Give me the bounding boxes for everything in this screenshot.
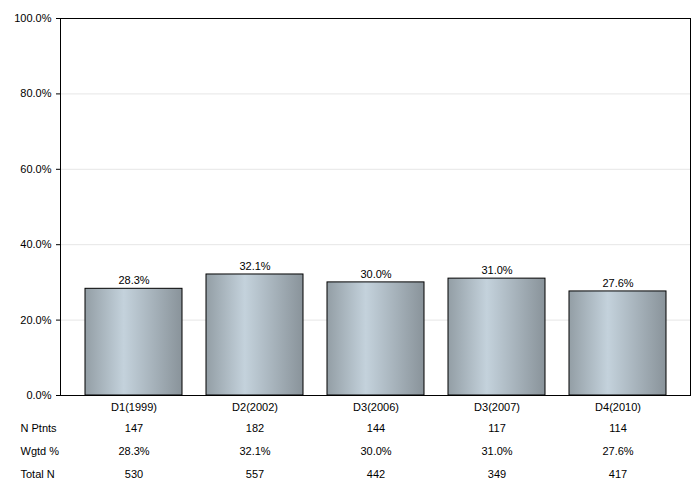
svg-text:530: 530: [125, 468, 143, 480]
svg-text:144: 144: [367, 422, 385, 434]
svg-text:117: 117: [488, 422, 506, 434]
svg-text:557: 557: [246, 468, 264, 480]
svg-text:31.0%: 31.0%: [481, 264, 512, 276]
svg-text:D3(2007): D3(2007): [474, 401, 520, 413]
svg-text:60.0%: 60.0%: [20, 163, 51, 175]
svg-text:30.0%: 30.0%: [360, 268, 391, 280]
svg-text:27.6%: 27.6%: [602, 277, 633, 289]
svg-text:349: 349: [488, 468, 506, 480]
svg-text:20.0%: 20.0%: [20, 314, 51, 326]
svg-text:442: 442: [367, 468, 385, 480]
svg-text:80.0%: 80.0%: [20, 87, 51, 99]
svg-text:N Ptnts: N Ptnts: [21, 422, 58, 434]
svg-text:40.0%: 40.0%: [20, 238, 51, 250]
svg-text:100.0%: 100.0%: [14, 12, 52, 24]
svg-text:28.3%: 28.3%: [118, 445, 149, 457]
svg-text:31.0%: 31.0%: [481, 445, 512, 457]
svg-text:D1(1999): D1(1999): [111, 401, 157, 413]
svg-text:417: 417: [609, 468, 627, 480]
svg-text:32.1%: 32.1%: [239, 260, 270, 272]
svg-text:30.0%: 30.0%: [360, 445, 391, 457]
svg-text:D3(2006): D3(2006): [353, 401, 399, 413]
svg-text:32.1%: 32.1%: [239, 445, 270, 457]
svg-text:D2(2002): D2(2002): [232, 401, 278, 413]
svg-text:27.6%: 27.6%: [602, 445, 633, 457]
svg-text:D4(2010): D4(2010): [595, 401, 641, 413]
svg-text:147: 147: [125, 422, 143, 434]
svg-text:0.0%: 0.0%: [26, 389, 51, 401]
svg-text:114: 114: [609, 422, 627, 434]
svg-text:28.3%: 28.3%: [118, 274, 149, 286]
svg-text:Wgtd %: Wgtd %: [21, 445, 60, 457]
svg-text:182: 182: [246, 422, 264, 434]
svg-text:Total N: Total N: [21, 468, 55, 480]
